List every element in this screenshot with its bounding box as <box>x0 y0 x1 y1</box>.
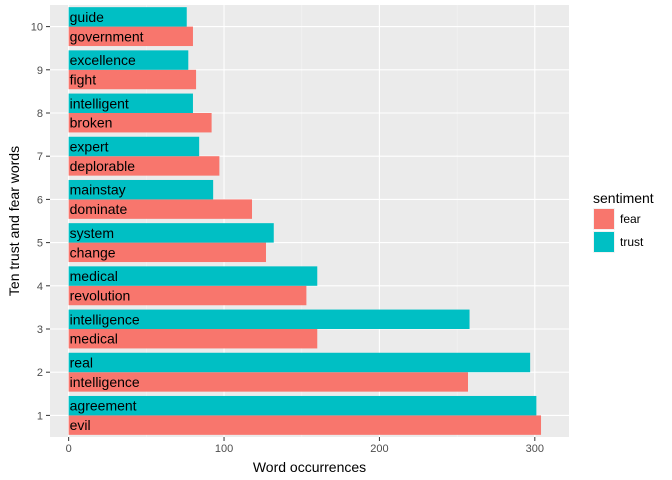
bar-label-trust-1: agreement <box>70 398 137 414</box>
y-tick-label: 1 <box>37 410 43 422</box>
bar-labels-layer: evil intelligence medical revolution change d… <box>70 9 144 433</box>
legend-label-fear: fear <box>620 212 641 226</box>
x-tick-label: 100 <box>215 443 233 455</box>
bar-fear-10 <box>68 26 193 47</box>
bar-fear-1 <box>68 415 542 435</box>
y-tick-label: 2 <box>37 367 43 379</box>
bar-label-trust-4: medical <box>70 268 118 284</box>
x-tick-label: 0 <box>66 443 72 455</box>
bar-label-trust-8: intelligent <box>70 95 129 111</box>
y-axis-title: Ten trust and fear words <box>6 146 22 296</box>
bar-label-fear-4: revolution <box>70 288 131 304</box>
bar-trust-2 <box>68 352 531 373</box>
bar-label-trust-6: mainstay <box>70 182 126 198</box>
bar-fear-4 <box>68 285 307 306</box>
bar-label-trust-9: excellence <box>70 52 136 68</box>
legend-title: sentiment <box>593 190 654 206</box>
bar-label-trust-10: guide <box>70 9 104 25</box>
bar-fear-9 <box>68 69 197 90</box>
bar-label-trust-3: intelligence <box>70 311 140 327</box>
bar-trust-10 <box>68 7 187 27</box>
y-axis: 1 2 3 4 5 6 7 8 9 10 <box>31 22 50 422</box>
bar-trust-5 <box>68 223 274 243</box>
bar-trust-7 <box>68 136 200 157</box>
bar-label-fear-9: fight <box>70 72 97 88</box>
y-tick-label: 9 <box>37 65 43 77</box>
bar-trust-8 <box>68 93 193 113</box>
y-tick-label: 6 <box>37 194 43 206</box>
bar-label-fear-6: dominate <box>70 201 128 217</box>
legend-label-trust: trust <box>620 235 644 249</box>
legend-swatch-fear <box>594 209 614 229</box>
bar-label-fear-5: change <box>70 244 116 260</box>
y-tick-label: 7 <box>37 151 43 163</box>
bar-fear-3 <box>68 329 318 349</box>
bar-label-fear-3: medical <box>70 331 118 347</box>
bar-label-fear-10: government <box>70 28 144 44</box>
y-tick-label: 8 <box>37 108 43 120</box>
x-tick-label: 200 <box>370 443 388 455</box>
y-tick-label: 10 <box>31 22 43 34</box>
bar-fear-6 <box>68 199 253 219</box>
bar-label-fear-8: broken <box>70 115 113 131</box>
bar-label-trust-2: real <box>70 354 93 370</box>
y-tick-label: 3 <box>37 324 43 336</box>
bar-trust-9 <box>68 50 189 70</box>
y-tick-label: 4 <box>37 281 43 293</box>
bar-label-fear-2: intelligence <box>70 374 140 390</box>
bar-trust-4 <box>68 266 318 286</box>
legend: sentiment fear trust <box>593 190 654 253</box>
bars-layer <box>68 7 542 435</box>
x-tick-label: 300 <box>526 443 544 455</box>
bar-trust-6 <box>68 179 214 200</box>
bar-fear-5 <box>68 242 266 263</box>
bar-label-fear-7: deplorable <box>70 158 136 174</box>
bar-label-fear-1: evil <box>70 417 91 433</box>
legend-swatch-trust <box>594 232 614 252</box>
bar-trust-3 <box>68 309 470 329</box>
bar-fear-7 <box>68 156 220 176</box>
bar-trust-1 <box>68 395 537 416</box>
bar-label-trust-5: system <box>70 225 114 241</box>
bar-fear-2 <box>68 372 468 392</box>
bar-fear-8 <box>68 113 212 133</box>
y-tick-label: 5 <box>37 238 43 250</box>
x-axis: 0 100 200 300 <box>66 437 544 455</box>
bar-label-trust-7: expert <box>70 138 109 154</box>
x-axis-title: Word occurrences <box>253 459 366 475</box>
